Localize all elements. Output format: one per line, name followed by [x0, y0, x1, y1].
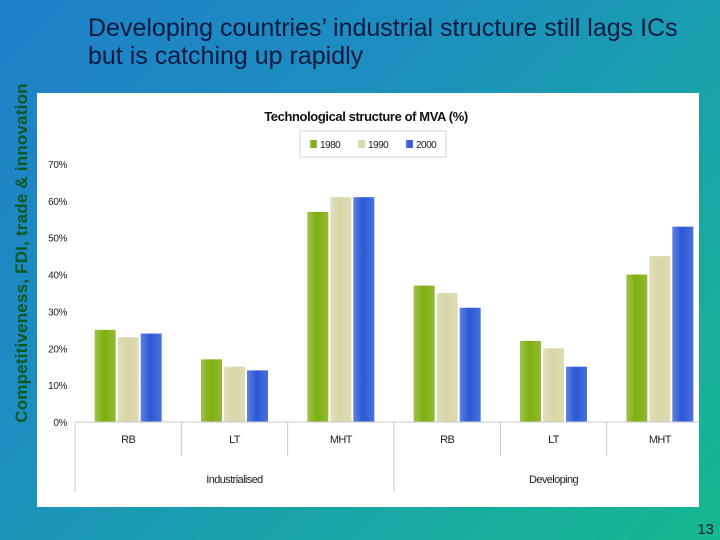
x-tick-label: RB	[121, 434, 135, 446]
y-tick-label: 10%	[48, 381, 67, 392]
bar	[140, 333, 162, 422]
group-label: Developing	[529, 474, 579, 486]
bars	[94, 197, 694, 422]
bar	[353, 197, 375, 422]
chart-title: Technological structure of MVA (%)	[264, 109, 468, 124]
x-axis: RB LT MHT RB LT MHT Industrialised Developing	[74, 421, 699, 492]
y-tick-label: 60%	[48, 197, 67, 208]
legend-swatch	[310, 140, 317, 148]
y-tick-label: 40%	[48, 271, 67, 282]
bar	[307, 211, 329, 422]
x-tick-label: RB	[440, 434, 454, 446]
y-tick-label: 30%	[48, 307, 67, 318]
bar	[626, 274, 648, 422]
bar	[672, 226, 694, 422]
y-tick-label: 70%	[48, 160, 67, 171]
bar	[413, 285, 435, 422]
bar	[543, 348, 564, 422]
y-tick-label: 0%	[53, 418, 67, 429]
bar	[566, 366, 587, 422]
bar	[201, 359, 222, 422]
bar	[330, 197, 352, 422]
x-tick-label: MHT	[649, 434, 672, 446]
y-axis: 0% 10% 20% 30% 40% 50% 60% 70%	[48, 160, 68, 429]
bar-chart: Technological structure of MVA (%) 1980 1…	[48, 109, 699, 492]
x-tick-label: LT	[548, 434, 560, 446]
x-tick-label: MHT	[330, 434, 353, 446]
bar	[436, 293, 458, 422]
x-tick-label: LT	[229, 434, 241, 446]
bar	[224, 366, 245, 422]
bar	[459, 307, 481, 422]
y-tick-label: 20%	[48, 344, 67, 355]
bar	[520, 340, 541, 422]
legend-label: 1990	[368, 140, 389, 151]
slide-heading: Developing countries’ industrial structu…	[88, 14, 678, 70]
side-title-container: Competitiveness, FDI, trade & innovation	[2, 0, 42, 506]
page-number: 13	[697, 521, 714, 538]
legend-label: 2000	[416, 140, 437, 151]
bar	[247, 370, 268, 422]
legend-swatch	[358, 140, 365, 148]
legend-swatch	[406, 140, 413, 148]
legend-label: 1980	[320, 140, 341, 151]
legend-box	[299, 130, 447, 158]
y-tick-label: 50%	[48, 234, 67, 245]
bar	[94, 329, 116, 422]
group-label: Industrialised	[206, 474, 263, 486]
bar	[117, 337, 139, 422]
side-title: Competitiveness, FDI, trade & innovation	[12, 83, 31, 423]
legend: 1980 1990 2000	[310, 140, 438, 151]
bar	[649, 256, 671, 422]
chart-panel: Technological structure of MVA (%) 1980 1…	[37, 93, 699, 507]
